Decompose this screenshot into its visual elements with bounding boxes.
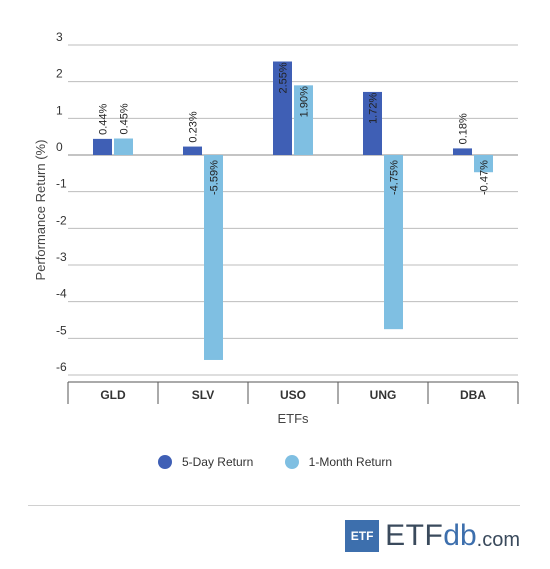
y-tick-label: 2	[56, 67, 63, 81]
y-tick-label: -5	[56, 323, 67, 337]
y-tick-label: -4	[56, 287, 67, 301]
x-tick-label: USO	[280, 388, 306, 402]
bar	[204, 155, 223, 360]
data-label: 0.45%	[119, 103, 131, 134]
legend-item-5-day[interactable]: 5-Day Return	[157, 455, 254, 469]
y-tick-label: -2	[56, 213, 67, 227]
legend-label-5-day: 5-Day Return	[181, 455, 254, 469]
bar	[93, 138, 112, 155]
logo-box: ETF	[345, 520, 380, 552]
logo-text-main: ETF	[385, 519, 444, 552]
y-tick-label: -1	[56, 177, 67, 191]
x-tick-label: DBA	[460, 388, 486, 402]
footer-divider	[28, 505, 520, 506]
data-label: 1.90%	[299, 86, 311, 117]
bar	[474, 155, 493, 173]
x-axis-title: ETFs	[277, 411, 309, 426]
logo-text-suffix: .com	[476, 528, 520, 551]
x-tick-label: GLD	[100, 388, 126, 402]
data-label: 0.23%	[188, 111, 200, 142]
logo-text-accent: db	[443, 519, 477, 552]
y-axis-title: Performance Return (%)	[33, 140, 48, 281]
bar	[273, 61, 292, 155]
data-label: -0.47%	[479, 160, 491, 195]
bar	[453, 148, 472, 155]
y-tick-label: 1	[56, 103, 63, 117]
bar	[294, 85, 313, 155]
bar	[363, 91, 382, 155]
x-tick-label: SLV	[192, 388, 214, 402]
data-label: 0.18%	[458, 113, 470, 144]
y-tick-label: -3	[56, 250, 67, 264]
data-label: -4.75%	[389, 160, 401, 195]
data-label: 0.44%	[98, 103, 110, 134]
legend-swatch-5-day	[157, 455, 172, 469]
legend-item-1-month[interactable]: 1-Month Return	[284, 455, 393, 469]
bar	[183, 146, 202, 155]
bar-chart: 3 2 1 0 -1 -2 -3 -4 -5 -6 GLD SLV USO UNG DBA ETFs Perfo…	[33, 30, 519, 426]
etfdb-logo[interactable]: ETF ETF db .com	[345, 519, 520, 552]
data-label: -5.59%	[209, 160, 221, 195]
bar	[384, 155, 403, 330]
y-tick-label: 0	[56, 140, 63, 154]
bar	[114, 138, 133, 155]
data-label: 2.55%	[278, 62, 290, 93]
y-tick-label: 3	[56, 30, 63, 44]
legend-label-1-month: 1-Month Return	[308, 455, 393, 469]
legend: 5-Day Return 1-Month Return	[0, 455, 550, 472]
legend-swatch-1-month	[284, 455, 299, 469]
x-tick-label: UNG	[370, 388, 397, 402]
y-tick-label: -6	[56, 360, 67, 374]
data-label: 1.72%	[368, 93, 380, 124]
